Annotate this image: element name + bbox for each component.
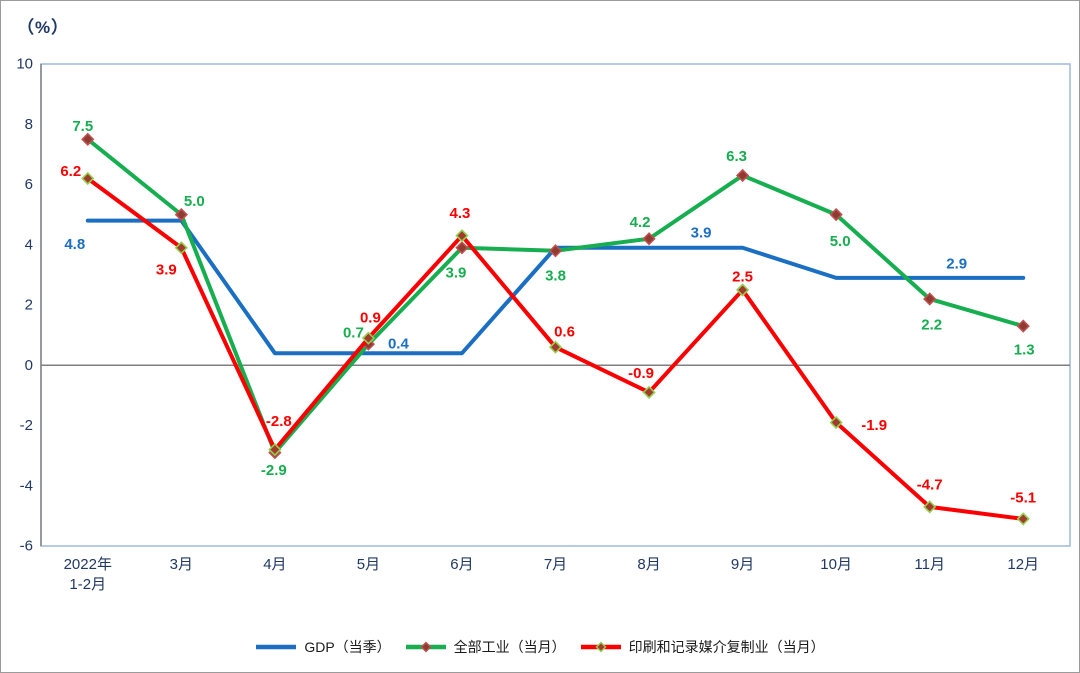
marker-industry (174, 207, 188, 222)
y-tick-label: 0 (25, 357, 33, 374)
marker-printing (829, 415, 843, 430)
marker-printing (174, 241, 188, 255)
plot-border (40, 63, 1071, 547)
y-tick-label: 10 (16, 56, 33, 73)
data-label-printing: 6.2 (60, 163, 81, 180)
chart-legend: GDP（当季） 全部工业（当月） 印刷和记录媒介复制业（当月） (1, 632, 1079, 662)
data-label-printing: 0.6 (554, 324, 575, 341)
x-tick-label: 10月 (820, 556, 852, 573)
marker-industry (923, 292, 937, 306)
legend-item-printing: 印刷和记录媒介复制业（当月） (580, 637, 825, 657)
data-label-gdp: 2.9 (946, 255, 967, 272)
data-label-industry: 4.2 (630, 214, 651, 231)
data-label-printing: -5.1 (1010, 489, 1036, 506)
data-label-printing: 3.9 (156, 261, 177, 278)
data-label-industry: 6.3 (726, 148, 747, 165)
x-tick-label: 2022年 (64, 556, 112, 573)
marker-printing (268, 442, 282, 457)
y-tick-label: 4 (25, 236, 33, 253)
marker-industry (455, 241, 469, 255)
data-label-industry: -2.9 (261, 462, 287, 479)
legend-swatch-industry (405, 641, 446, 653)
data-label-industry: 5.0 (184, 193, 205, 210)
y-tick-label: 2 (25, 297, 33, 314)
marker-printing (642, 385, 656, 399)
marker-printing (735, 283, 750, 297)
marker-printing (548, 340, 563, 354)
y-tick-label: 6 (25, 176, 33, 193)
data-label-industry: 5.0 (830, 233, 851, 250)
data-label-industry: 3.9 (446, 264, 467, 281)
legend-marker-printing (595, 641, 607, 653)
marker-industry (829, 207, 843, 222)
x-tick-label: 6月 (450, 556, 473, 573)
marker-industry (642, 232, 656, 246)
marker-printing (923, 500, 937, 514)
x-tick-label: 5月 (357, 556, 380, 573)
x-tick-label: 3月 (170, 556, 193, 573)
data-label-industry: 0.7 (343, 325, 364, 342)
data-label-industry: 1.3 (1014, 342, 1035, 359)
data-label-industry: 2.2 (921, 316, 942, 333)
data-label-industry: 3.8 (545, 267, 566, 284)
marker-printing (81, 171, 95, 186)
data-label-gdp: 3.9 (691, 224, 712, 241)
x-tick-label: 9月 (731, 556, 754, 573)
data-label-printing: -0.9 (628, 365, 654, 382)
marker-printing (455, 229, 469, 243)
data-label-printing: -1.9 (861, 417, 887, 434)
data-label-printing: -2.8 (266, 413, 292, 430)
data-label-printing: 0.9 (360, 310, 381, 327)
legend-marker-industry (420, 641, 432, 653)
data-label-gdp: 4.8 (64, 236, 85, 253)
x-tick-label: 4月 (263, 556, 286, 573)
x-tick-label: 1-2月 (69, 576, 106, 593)
data-label-gdp: 0.4 (388, 336, 410, 353)
legend-label-industry: 全部工业（当月） (453, 639, 566, 655)
legend-swatch-gdp (256, 644, 297, 650)
x-tick-label: 8月 (637, 556, 660, 573)
x-tick-label: 7月 (544, 556, 567, 573)
data-label-printing: -4.7 (917, 476, 943, 493)
data-label-printing: 4.3 (450, 205, 471, 222)
data-label-industry: 7.5 (72, 118, 93, 135)
x-tick-label: 12月 (1007, 556, 1039, 573)
x-tick-label: 11月 (914, 556, 945, 573)
legend-swatch-printing (580, 641, 621, 653)
legend-item-gdp: GDP（当季） (255, 637, 391, 657)
legend-label-gdp: GDP（当季） (304, 639, 391, 655)
y-tick-label: 8 (25, 116, 33, 133)
data-label-printing: 2.5 (732, 268, 753, 285)
percent-axis-unit-label: （%） (17, 18, 70, 37)
marker-industry (735, 168, 750, 183)
marker-printing (1016, 512, 1030, 526)
legend-label-printing: 印刷和记录媒介复制业（当月） (628, 639, 825, 655)
marker-industry (1016, 319, 1030, 333)
marker-industry (81, 132, 95, 146)
marker-printing (361, 331, 376, 345)
y-tick-label: -4 (20, 477, 33, 494)
series-line-industry (85, 137, 1026, 455)
y-tick-label: -6 (20, 538, 33, 555)
marker-industry (548, 244, 563, 258)
legend-item-industry: 全部工业（当月） (405, 637, 566, 657)
y-tick-label: -2 (20, 417, 33, 434)
